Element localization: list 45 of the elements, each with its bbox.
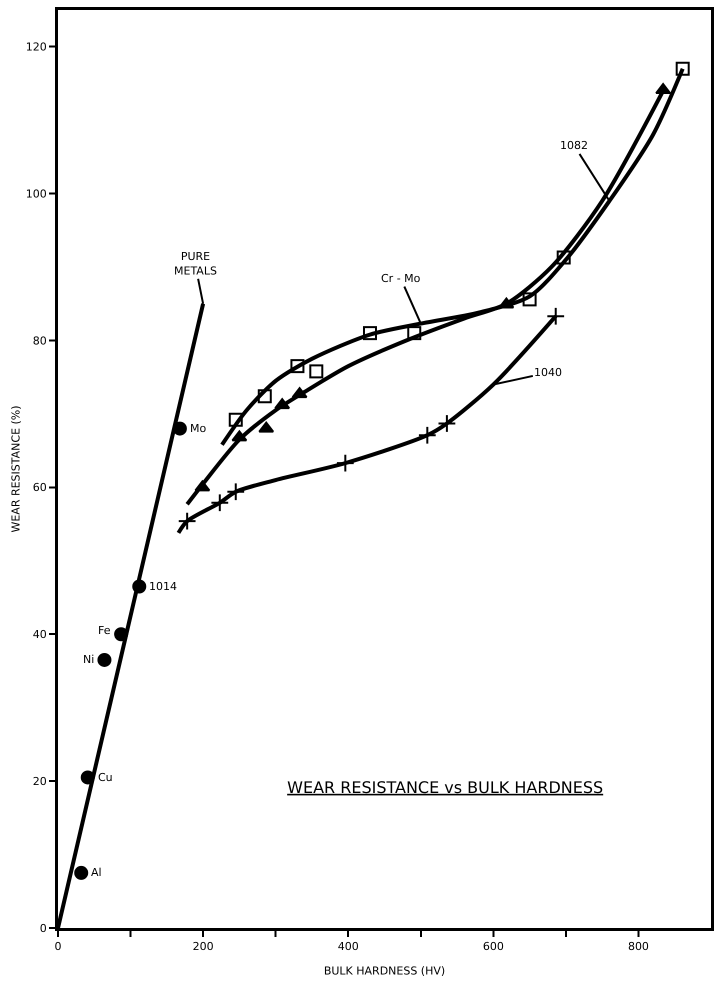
x-tick-label: 800 [628,940,649,954]
x-tick-label: 200 [192,940,214,954]
point [336,454,355,473]
point [226,482,246,502]
annotation: Mo [190,422,206,435]
y-tick-label: 80 [32,334,47,348]
x-tick-label: 600 [482,940,504,954]
annotation: 1014 [149,580,177,593]
point [407,326,422,340]
x-tick-label: 0 [54,940,62,954]
point [74,866,88,880]
point [522,292,537,306]
point [114,627,128,642]
point [80,770,95,784]
y-axis-title: WEAR RESISTANCE (%) [9,405,22,533]
point [546,306,566,326]
y-tick-label: 0 [40,922,47,935]
point [258,389,272,404]
y-tick-label: 60 [32,481,47,494]
y-tick-label: 120 [26,40,47,54]
point [309,364,324,378]
point [418,426,437,445]
y-tick-label: 100 [26,187,47,200]
point [178,512,197,531]
text: WEAR RESISTANCE vs BULK HARDNESS [287,778,604,797]
y-tick-label: 40 [32,628,47,642]
annotation: 1082 [560,139,588,152]
annotation: 1040 [534,366,562,379]
annotation: Cr - Mo [381,272,421,285]
point [97,652,112,667]
annotation: Al [91,866,102,879]
point [228,412,243,427]
x-axis-title: BULK HARDNESS (HV) [324,964,446,978]
annotation: Cu [98,771,113,784]
point [132,580,146,594]
x-tick-label: 400 [338,940,359,954]
annotation: Ni [83,653,94,666]
point [210,493,230,512]
point [676,62,690,76]
y-tick-label: 20 [32,774,47,788]
point [290,359,304,374]
annotation: PURE METALS [174,250,217,278]
annotation: Fe [98,624,111,637]
point [438,414,456,433]
point [362,326,377,340]
